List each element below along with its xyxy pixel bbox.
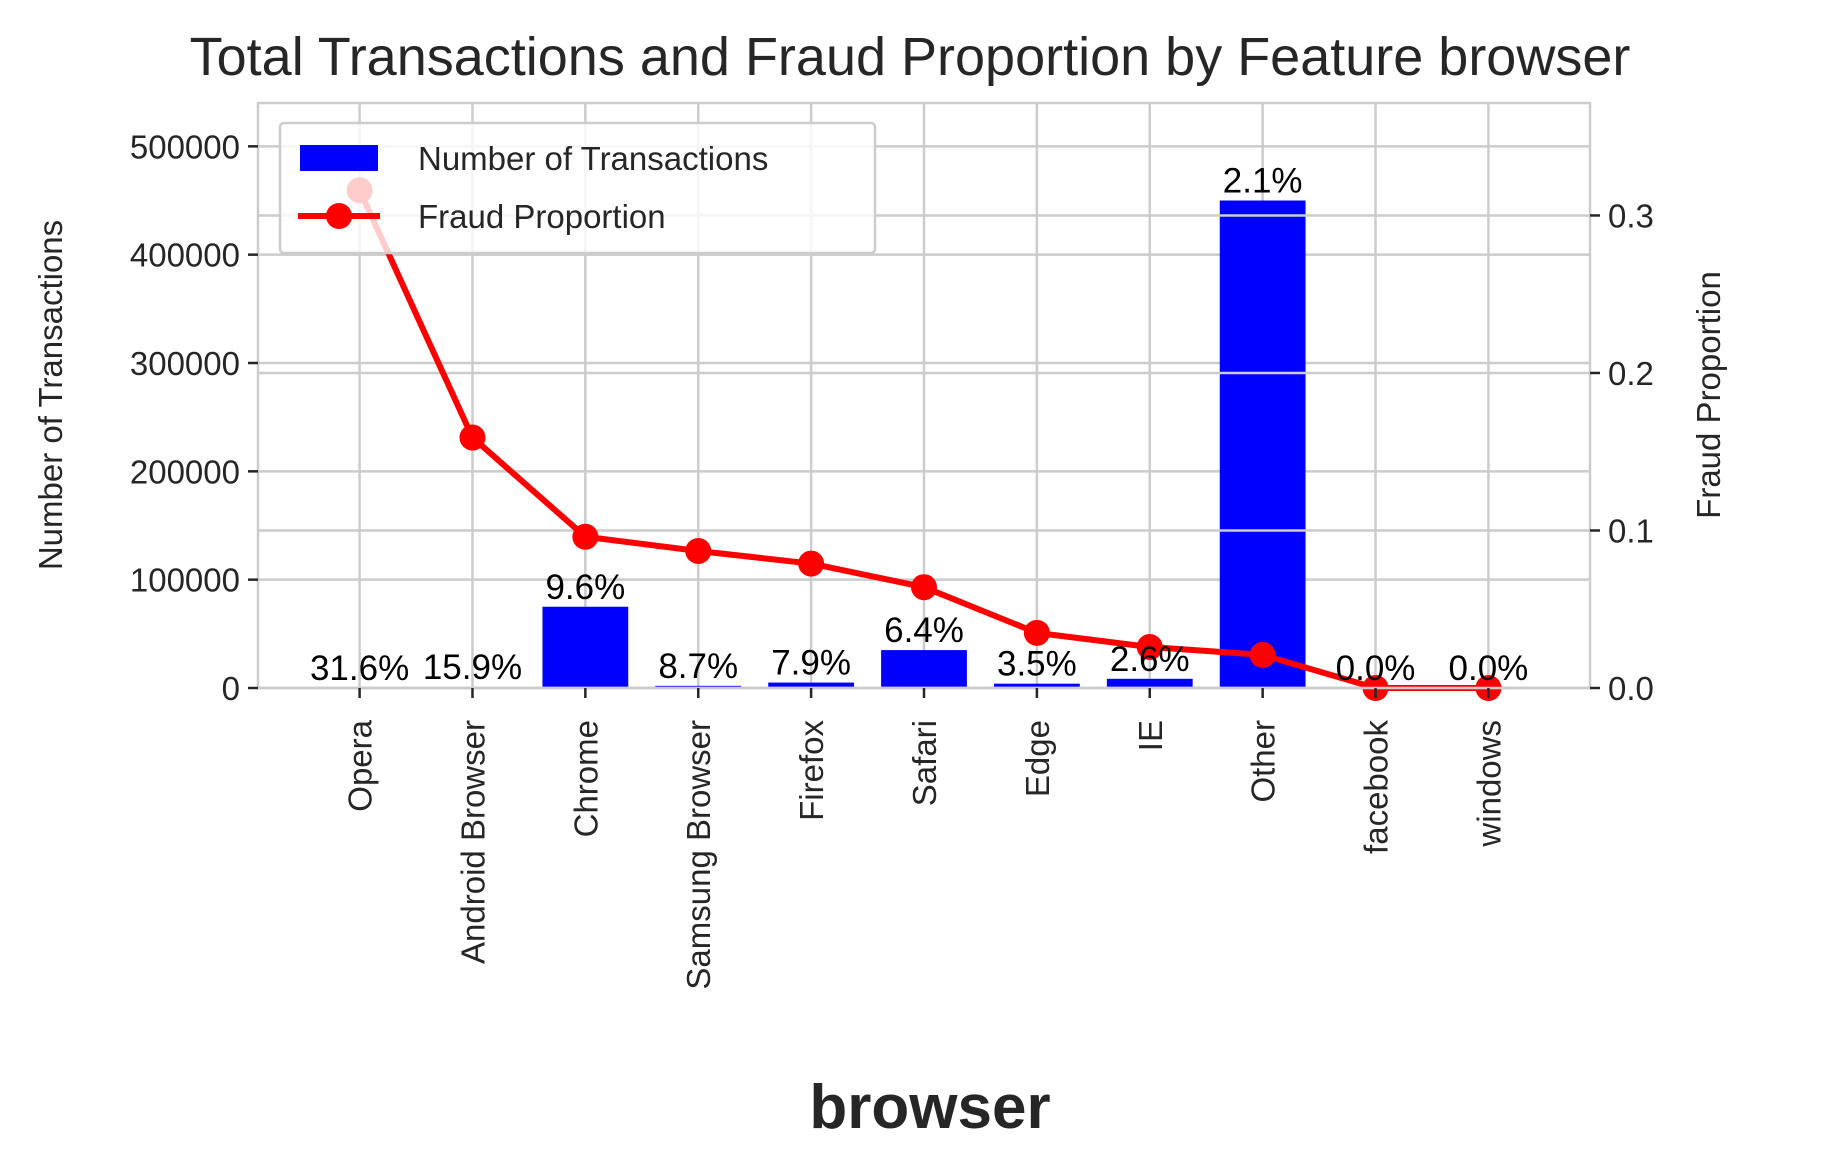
bar-value-label: 0.0% xyxy=(1336,649,1416,688)
bar-value-label: 3.5% xyxy=(997,645,1077,684)
bar-value-label: 15.9% xyxy=(423,648,522,687)
x-tick-label: Samsung Browser xyxy=(680,720,717,990)
fraud-point xyxy=(1249,641,1276,668)
y2-tick-label: 0.3 xyxy=(1608,197,1654,234)
y-tick-label: 400000 xyxy=(130,237,240,274)
chart-title: Total Transactions and Fraud Proportion … xyxy=(190,27,1631,87)
x-tick-label: Safari xyxy=(906,720,943,806)
x-tick-label: Android Browser xyxy=(454,720,491,964)
bar-labels: 31.6% 15.9% 9.6% 8.7% 7.9% 6.4% 3.5% 2.6% 2.1% 0.… xyxy=(310,162,1528,688)
y2-tick-label: 0.1 xyxy=(1608,512,1654,549)
x-tick-label: Other xyxy=(1245,720,1282,803)
fraud-point xyxy=(459,424,486,451)
bar xyxy=(1106,678,1193,688)
x-axis-ticks: Opera Android Browser Chrome Samsung Browse… xyxy=(342,688,1507,990)
bar-value-label: 2.6% xyxy=(1110,640,1190,679)
bar-value-label: 9.6% xyxy=(545,568,625,607)
y2-tick-label: 0.0 xyxy=(1608,670,1654,707)
legend-line-marker xyxy=(326,203,352,229)
legend: Number of Transactions Fraud Proportion xyxy=(278,121,877,255)
bar-value-label: 2.1% xyxy=(1223,162,1303,201)
bar xyxy=(768,682,855,688)
right-axis-ticks: 0.0 0.1 0.2 0.3 xyxy=(1590,197,1654,707)
bar-value-label: 8.7% xyxy=(658,647,738,686)
bar xyxy=(993,683,1080,688)
x-tick-label: windows xyxy=(1470,720,1507,848)
y-tick-label: 500000 xyxy=(130,128,240,165)
left-axis-ticks: 0 100000 200000 300000 400000 500000 xyxy=(130,128,258,707)
bar xyxy=(1219,200,1306,688)
bar-value-label: 31.6% xyxy=(310,649,409,688)
bar-value-label: 6.4% xyxy=(884,611,964,650)
legend-label-fraud: Fraud Proportion xyxy=(418,198,666,235)
bars xyxy=(316,200,1532,689)
fraud-point xyxy=(798,550,825,577)
bar xyxy=(542,606,629,688)
y-tick-label: 0 xyxy=(222,670,240,707)
x-tick-label: Edge xyxy=(1019,720,1056,797)
bar-value-label: 0.0% xyxy=(1449,649,1529,688)
fraud-point xyxy=(911,574,937,601)
fraud-point xyxy=(1023,619,1050,646)
bar-value-label: 7.9% xyxy=(771,644,851,683)
x-tick-label: facebook xyxy=(1358,720,1395,854)
legend-label-transactions: Number of Transactions xyxy=(418,140,768,177)
y-tick-label: 100000 xyxy=(130,562,240,599)
y2-tick-label: 0.2 xyxy=(1608,355,1654,392)
y2-axis-label: Fraud Proportion xyxy=(1690,271,1727,519)
fraud-point xyxy=(572,523,599,550)
y-tick-label: 300000 xyxy=(130,345,240,382)
fraud-point xyxy=(1136,634,1163,661)
x-tick-label: Opera xyxy=(342,719,379,811)
legend-bar-swatch xyxy=(300,145,378,171)
legend-box xyxy=(278,121,877,255)
x-tick-label: Firefox xyxy=(793,720,830,821)
x-tick-label: Chrome xyxy=(567,720,604,837)
y-axis-label: Number of Transactions xyxy=(32,220,69,570)
fraud-point xyxy=(685,537,712,564)
x-tick-label: IE xyxy=(1132,720,1169,751)
y-tick-label: 200000 xyxy=(130,453,240,490)
bar xyxy=(881,650,967,688)
x-axis-label: browser xyxy=(809,1073,1050,1142)
